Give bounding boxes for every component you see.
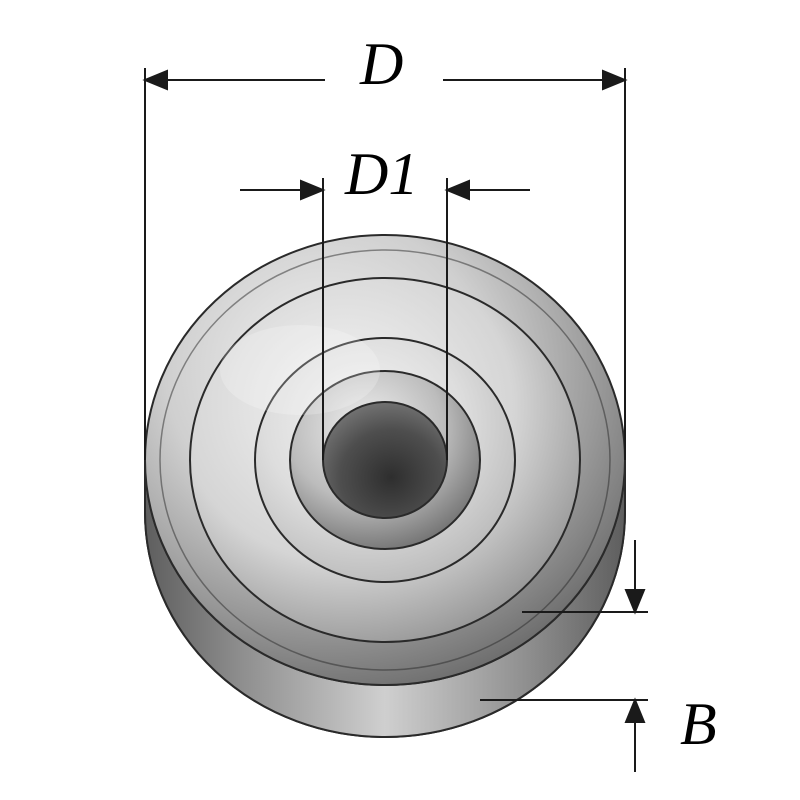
dimension-D1: [240, 178, 530, 460]
dimension-B: [480, 540, 648, 772]
label-D: D: [360, 30, 403, 99]
label-B: B: [680, 690, 717, 759]
dimension-overlay: [0, 0, 800, 800]
diagram-canvas: D D1 B: [0, 0, 800, 800]
label-D1: D1: [345, 140, 418, 209]
dimension-D: [145, 68, 625, 460]
